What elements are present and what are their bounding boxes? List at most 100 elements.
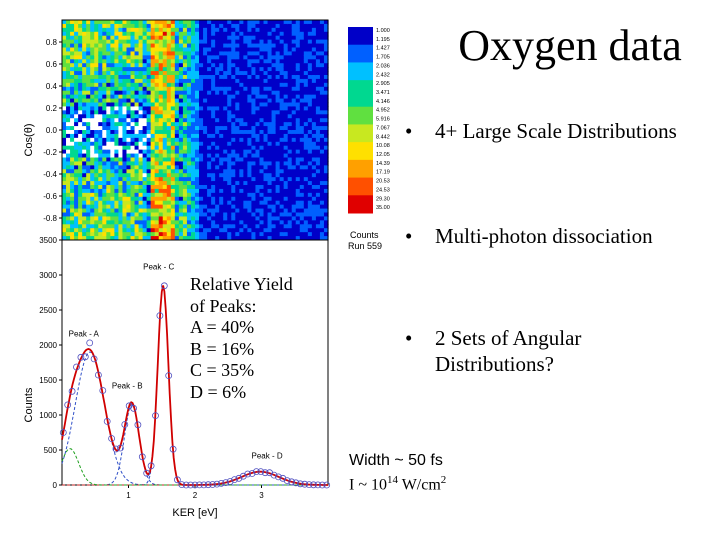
heatmap-cell (295, 71, 301, 76)
heatmap-cell (146, 47, 152, 53)
data-point (112, 445, 120, 453)
heatmap-cell (158, 35, 164, 41)
heatmap-cell (239, 55, 244, 60)
data-point (152, 412, 159, 420)
heatmap-cell (231, 188, 236, 194)
heatmap-cell (74, 118, 79, 123)
heatmap-cell (315, 82, 321, 88)
heatmap-cell (90, 232, 95, 237)
heatmap-cell (307, 75, 313, 80)
heatmap-cell (154, 196, 160, 202)
heatmap-cell (178, 71, 184, 76)
heatmap-cell (243, 31, 248, 37)
heatmap-cell (170, 200, 176, 206)
heatmap-cell (74, 110, 79, 115)
heatmap-cell (142, 67, 148, 72)
heatmap-cell (323, 35, 329, 41)
heatmap-cell (138, 43, 144, 49)
heatmap-cell (263, 169, 269, 174)
heatmap-cell (154, 55, 160, 60)
heatmap-cell (275, 114, 281, 119)
heatmap-cell (134, 188, 140, 194)
heatmap-cell (102, 192, 107, 198)
heatmap-cell (307, 161, 313, 166)
heatmap-cell (295, 98, 301, 104)
heatmap-cell (174, 188, 180, 194)
data-point (305, 481, 313, 489)
heatmap-cell (118, 192, 124, 198)
heatmap-cell (78, 43, 83, 49)
heatmap-cell (162, 67, 168, 72)
heatmap-cell (170, 75, 176, 80)
heatmap-cell (195, 173, 200, 178)
heatmap-cell (231, 149, 236, 155)
heatmap-cell (259, 192, 265, 198)
heatmap-cell (142, 192, 148, 198)
heatmap-cell (138, 31, 144, 37)
heatmap-cell (219, 177, 224, 182)
heatmap-cell (243, 98, 248, 104)
heatmap-cell (182, 165, 188, 170)
heatmap-cell (166, 86, 172, 92)
heatmap-cell (186, 78, 192, 84)
heatmap-cell (170, 173, 176, 178)
heatmap-cell (259, 177, 265, 182)
heatmap-cell (287, 161, 293, 166)
heatmap-cell (118, 161, 124, 166)
heatmap-cell (251, 59, 257, 64)
heatmap-cell (247, 23, 253, 29)
heatmap-cell (263, 220, 269, 225)
heatmap-cell (219, 165, 224, 170)
heatmap-cell (231, 59, 236, 64)
heatmap-cell (170, 55, 176, 60)
heatmap-cell (315, 31, 321, 37)
heatmap-cell (138, 78, 144, 84)
heatmap-cell (303, 236, 309, 241)
heatmap-cell (323, 126, 329, 131)
heatmap-cell (219, 188, 224, 194)
heatmap-cell (247, 39, 253, 45)
heatmap-cell (98, 110, 103, 115)
heatmap-cell (134, 200, 140, 206)
heatmap-cell (130, 212, 136, 218)
heatmap-cell (207, 228, 212, 233)
heatmap-cell (203, 63, 208, 68)
heatmap-cell (239, 228, 244, 233)
heatmap-cell (134, 55, 140, 60)
heatmap-cell (162, 130, 168, 135)
heatmap-cell (98, 71, 103, 76)
heatmap-cell (199, 35, 204, 41)
heatmap-cell (307, 200, 313, 206)
heatmap-cell (251, 141, 257, 147)
heatmap-cell (291, 43, 297, 49)
heatmap-cell (62, 35, 67, 41)
heatmap-cell (90, 67, 95, 72)
heatmap-cell (311, 35, 317, 41)
heatmap-cell (122, 98, 128, 104)
heatmap-cell (130, 196, 136, 202)
heatmap-cell (178, 232, 184, 237)
heatmap-cell (126, 173, 132, 178)
heatmap-cell (98, 137, 103, 143)
heatmap-cell (311, 27, 317, 33)
heatmap-cell (150, 122, 156, 127)
heatmap-cell (114, 224, 120, 229)
line-x-label: KER [eV] (172, 507, 217, 519)
heatmap-cell (178, 94, 184, 100)
heatmap-y-tick-label: 0.6 (46, 60, 58, 69)
heatmap-cell (279, 51, 285, 56)
heatmap-cell (247, 118, 253, 123)
heatmap-cell (203, 86, 208, 92)
heatmap-cell (251, 86, 257, 92)
heatmap-cell (110, 51, 115, 56)
heatmap-cell (130, 153, 136, 159)
heatmap-cell (251, 177, 257, 182)
heatmap-cell (215, 94, 220, 100)
heatmap-cell (102, 130, 107, 135)
heatmap-cell (215, 169, 220, 174)
heatmap-cell (267, 149, 273, 155)
heatmap-cell (98, 27, 103, 33)
heatmap-cell (219, 78, 224, 84)
heatmap-cell (291, 145, 297, 151)
heatmap-cell (190, 59, 196, 64)
